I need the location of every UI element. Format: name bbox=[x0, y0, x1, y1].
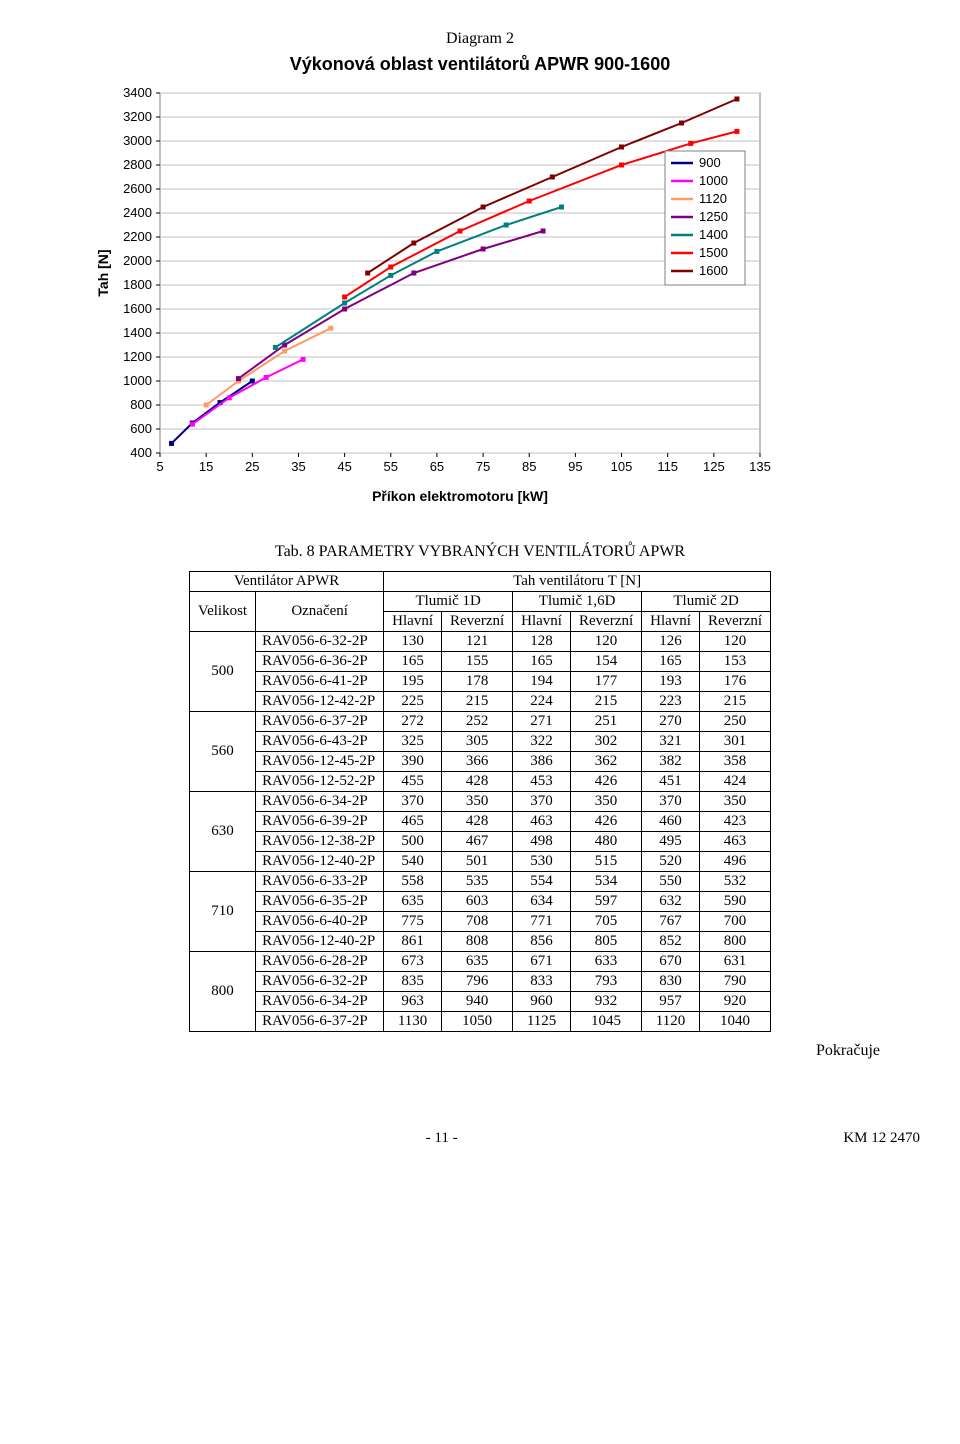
svg-text:3400: 3400 bbox=[123, 85, 152, 100]
svg-text:5: 5 bbox=[156, 459, 163, 474]
table-row: 630RAV056-6-34-2P370350370350370350 bbox=[189, 792, 770, 812]
svg-text:2800: 2800 bbox=[123, 157, 152, 172]
table-row: RAV056-12-40-2P540501530515520496 bbox=[189, 852, 770, 872]
svg-text:1800: 1800 bbox=[123, 277, 152, 292]
page-footer: - 11 - KM 12 2470 bbox=[40, 1130, 920, 1147]
svg-text:1000: 1000 bbox=[699, 173, 728, 188]
diagram-label: Diagram 2 bbox=[40, 30, 920, 48]
parameters-table: Ventilátor APWRTah ventilátoru T [N]Veli… bbox=[189, 571, 771, 1032]
svg-text:25: 25 bbox=[245, 459, 259, 474]
svg-text:1200: 1200 bbox=[123, 349, 152, 364]
table-row: RAV056-12-42-2P225215224215223215 bbox=[189, 692, 770, 712]
svg-text:75: 75 bbox=[476, 459, 490, 474]
svg-text:2200: 2200 bbox=[123, 229, 152, 244]
svg-text:35: 35 bbox=[291, 459, 305, 474]
table-row: 710RAV056-6-33-2P558535554534550532 bbox=[189, 872, 770, 892]
svg-text:45: 45 bbox=[337, 459, 351, 474]
table-row: RAV056-6-37-2P113010501125104511201040 bbox=[189, 1012, 770, 1032]
svg-text:105: 105 bbox=[611, 459, 633, 474]
line-chart: 400 600 800 1000 1200 1400 1600 1800 2000 2200 240… bbox=[90, 83, 870, 513]
table-row: RAV056-12-38-2P500467498480495463 bbox=[189, 832, 770, 852]
svg-text:1400: 1400 bbox=[699, 227, 728, 242]
svg-text:2000: 2000 bbox=[123, 253, 152, 268]
svg-text:125: 125 bbox=[703, 459, 725, 474]
table-row: RAV056-6-35-2P635603634597632590 bbox=[189, 892, 770, 912]
svg-text:55: 55 bbox=[384, 459, 398, 474]
svg-text:65: 65 bbox=[430, 459, 444, 474]
svg-text:1000: 1000 bbox=[123, 373, 152, 388]
svg-text:3000: 3000 bbox=[123, 133, 152, 148]
table-row: RAV056-12-40-2P861808856805852800 bbox=[189, 932, 770, 952]
table-row: RAV056-6-41-2P195178194177193176 bbox=[189, 672, 770, 692]
table-row: 800RAV056-6-28-2P673635671633670631 bbox=[189, 952, 770, 972]
svg-text:95: 95 bbox=[568, 459, 582, 474]
svg-text:800: 800 bbox=[130, 397, 152, 412]
table-row: RAV056-6-40-2P775708771705767700 bbox=[189, 912, 770, 932]
continues-text: Pokračuje bbox=[40, 1042, 880, 1060]
table-row: RAV056-6-39-2P465428463426460423 bbox=[189, 812, 770, 832]
svg-text:15: 15 bbox=[199, 459, 213, 474]
svg-text:400: 400 bbox=[130, 445, 152, 460]
table-row: RAV056-12-52-2P455428453426451424 bbox=[189, 772, 770, 792]
table-row: RAV056-6-36-2P165155165154165153 bbox=[189, 652, 770, 672]
table-row: RAV056-6-34-2P963940960932957920 bbox=[189, 992, 770, 1012]
svg-text:Tah [N]: Tah [N] bbox=[95, 249, 111, 296]
svg-text:1400: 1400 bbox=[123, 325, 152, 340]
table-row: 560RAV056-6-37-2P272252271251270250 bbox=[189, 712, 770, 732]
svg-text:2600: 2600 bbox=[123, 181, 152, 196]
svg-text:3200: 3200 bbox=[123, 109, 152, 124]
svg-text:115: 115 bbox=[657, 459, 678, 474]
table-row: RAV056-6-32-2P835796833793830790 bbox=[189, 972, 770, 992]
svg-text:2400: 2400 bbox=[123, 205, 152, 220]
svg-text:1120: 1120 bbox=[699, 191, 727, 206]
table-row: RAV056-12-45-2P390366386362382358 bbox=[189, 752, 770, 772]
svg-text:Příkon elektromotoru [kW]: Příkon elektromotoru [kW] bbox=[372, 488, 548, 504]
svg-text:85: 85 bbox=[522, 459, 536, 474]
svg-text:900: 900 bbox=[699, 155, 721, 170]
doc-code: KM 12 2470 bbox=[843, 1130, 920, 1147]
chart-title: Výkonová oblast ventilátorů APWR 900-160… bbox=[90, 54, 870, 75]
svg-text:135: 135 bbox=[749, 459, 771, 474]
table-caption: Tab. 8 PARAMETRY VYBRANÝCH VENTILÁTORŮ A… bbox=[40, 543, 920, 561]
svg-text:1250: 1250 bbox=[699, 209, 728, 224]
svg-text:1600: 1600 bbox=[123, 301, 152, 316]
svg-text:1600: 1600 bbox=[699, 263, 728, 278]
table-row: 500RAV056-6-32-2P130121128120126120 bbox=[189, 632, 770, 652]
page-number: - 11 - bbox=[40, 1130, 843, 1147]
svg-text:600: 600 bbox=[130, 421, 152, 436]
chart-container: Výkonová oblast ventilátorů APWR 900-160… bbox=[90, 54, 870, 513]
svg-text:1500: 1500 bbox=[699, 245, 728, 260]
table-row: RAV056-6-43-2P325305322302321301 bbox=[189, 732, 770, 752]
